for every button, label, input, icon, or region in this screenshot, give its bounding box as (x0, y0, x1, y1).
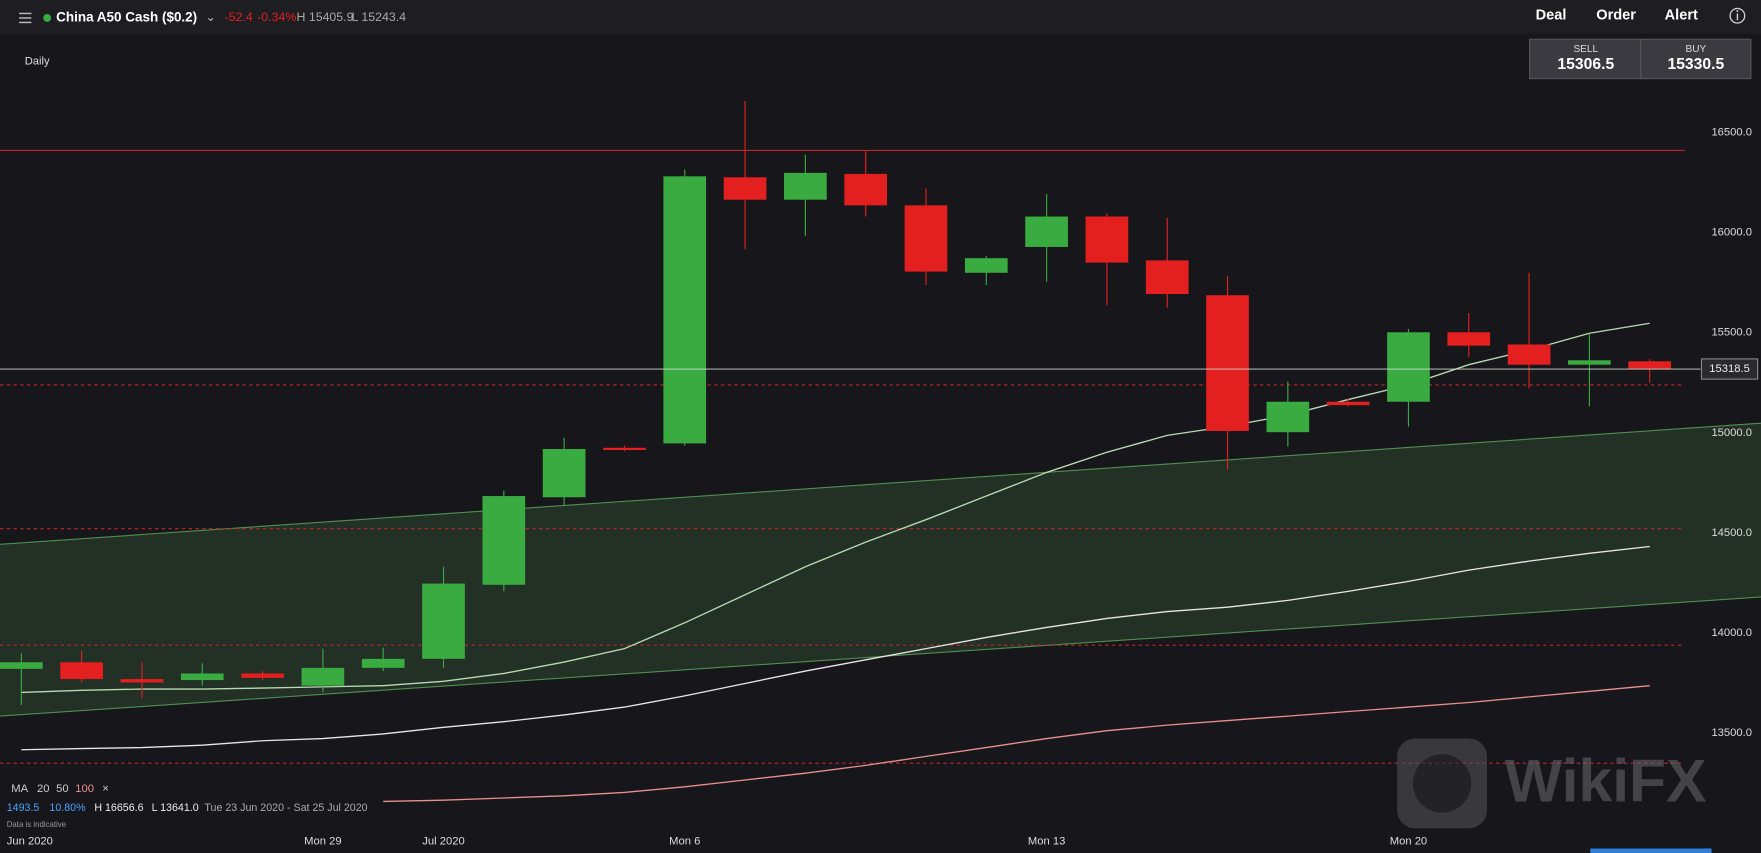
ma-legend-entry[interactable]: 100 (75, 783, 94, 795)
menu-icon[interactable] (19, 12, 32, 24)
buy-price: 15330.5 (1667, 56, 1724, 73)
channel-line (0, 422, 1761, 545)
action-button[interactable]: Order (1596, 8, 1636, 24)
y-tick-label: 15500.0 (1711, 327, 1752, 339)
candle-body (1326, 401, 1370, 406)
candle-body (1447, 332, 1491, 346)
candle-body (1206, 295, 1249, 431)
watermark-text: WikiFX (1505, 747, 1707, 815)
x-tick-label: Mon 20 (1390, 836, 1427, 848)
change: -52.4 (225, 10, 253, 24)
candle-body (964, 258, 1008, 273)
x-tick-label: Mon 29 (304, 836, 341, 848)
candle-body (482, 496, 526, 585)
y-tick-label: 15000.0 (1711, 427, 1752, 439)
sell-price: 15306.5 (1557, 56, 1614, 73)
last-price-box (1700, 358, 1759, 380)
change-pct: -0.34% (257, 10, 296, 24)
ma-line (21, 545, 1650, 751)
candle-body (0, 662, 43, 669)
x-tick-label: Jul 2020 (422, 836, 464, 848)
candle-body (120, 679, 164, 683)
action-button[interactable]: Deal (1536, 8, 1567, 24)
candle-body (723, 177, 767, 200)
quote-box: SELL 15306.5 BUY 15330.5 (1529, 38, 1752, 80)
candle-body (60, 662, 103, 680)
watermark: WikiFX (1397, 738, 1707, 829)
ma-line (21, 322, 1650, 694)
range-change-pct: 10.80% (49, 802, 86, 814)
ma-line (383, 685, 1650, 803)
candle-body (542, 449, 586, 498)
session-low: L 15243.4 (352, 10, 407, 24)
last-price-label: 15318.5 (1709, 363, 1750, 375)
candle-body (784, 172, 827, 200)
candle-body (180, 673, 224, 681)
y-tick-label: 13500.0 (1711, 727, 1752, 739)
candle-body (904, 205, 948, 272)
candle-body (663, 176, 707, 444)
buy-label: BUY (1685, 44, 1706, 55)
ma-close[interactable]: × (102, 783, 109, 795)
chart: 13500.0 14000.0 14500.0 15000.0 15500.0 16000… (0, 101, 1761, 848)
top-bar (0, 0, 1761, 34)
range-change: 1493.5 (7, 802, 40, 814)
status-dot (43, 14, 52, 22)
buy-button[interactable] (1640, 38, 1752, 80)
scrollbar[interactable] (1590, 848, 1712, 853)
y-tick-label: 16000.0 (1711, 227, 1752, 239)
data-note: Data is indicative (7, 820, 67, 829)
ma-legend-entry[interactable]: 50 (56, 783, 68, 795)
range-low: L 13641.0 (152, 802, 199, 814)
info-icon[interactable] (1729, 7, 1746, 24)
session-high: H 15405.9 (296, 10, 353, 24)
candle-body (1085, 216, 1129, 263)
candle-body (422, 583, 465, 659)
y-tick-label: 16500.0 (1711, 126, 1752, 138)
candle-body (1266, 401, 1310, 433)
x-tick-label: Mon 13 (1028, 836, 1065, 848)
timeframe[interactable]: Daily (25, 56, 50, 68)
candle-body (1025, 216, 1068, 247)
y-tick-label: 14000.0 (1711, 627, 1752, 639)
x-tick-label: Jun 2020 (7, 836, 53, 848)
y-tick-label: 14500.0 (1711, 527, 1752, 539)
candle-body (1628, 361, 1672, 370)
candle-body (1507, 344, 1551, 365)
candle-body (844, 173, 888, 206)
candle-body (1568, 360, 1611, 365)
x-tick-label: Mon 6 (669, 836, 700, 848)
candle-body (1387, 332, 1430, 402)
ma-legend-title: MA (11, 783, 28, 795)
dropdown-caret[interactable]: ⌄ (206, 10, 216, 24)
candle-body (361, 658, 405, 668)
ma-legend-entry[interactable]: 20 (37, 783, 49, 795)
date-range: Tue 23 Jun 2020 - Sat 25 Jul 2020 (204, 802, 367, 814)
action-button[interactable]: Alert (1665, 8, 1698, 24)
sell-label: SELL (1573, 44, 1598, 55)
candle-body (1145, 260, 1189, 295)
candle-body (603, 447, 646, 451)
candle-body (241, 673, 284, 678)
instrument-name[interactable]: China A50 Cash ($0.2) (56, 10, 197, 25)
range-high: H 16656.6 (94, 802, 143, 814)
candle-body (301, 667, 345, 686)
